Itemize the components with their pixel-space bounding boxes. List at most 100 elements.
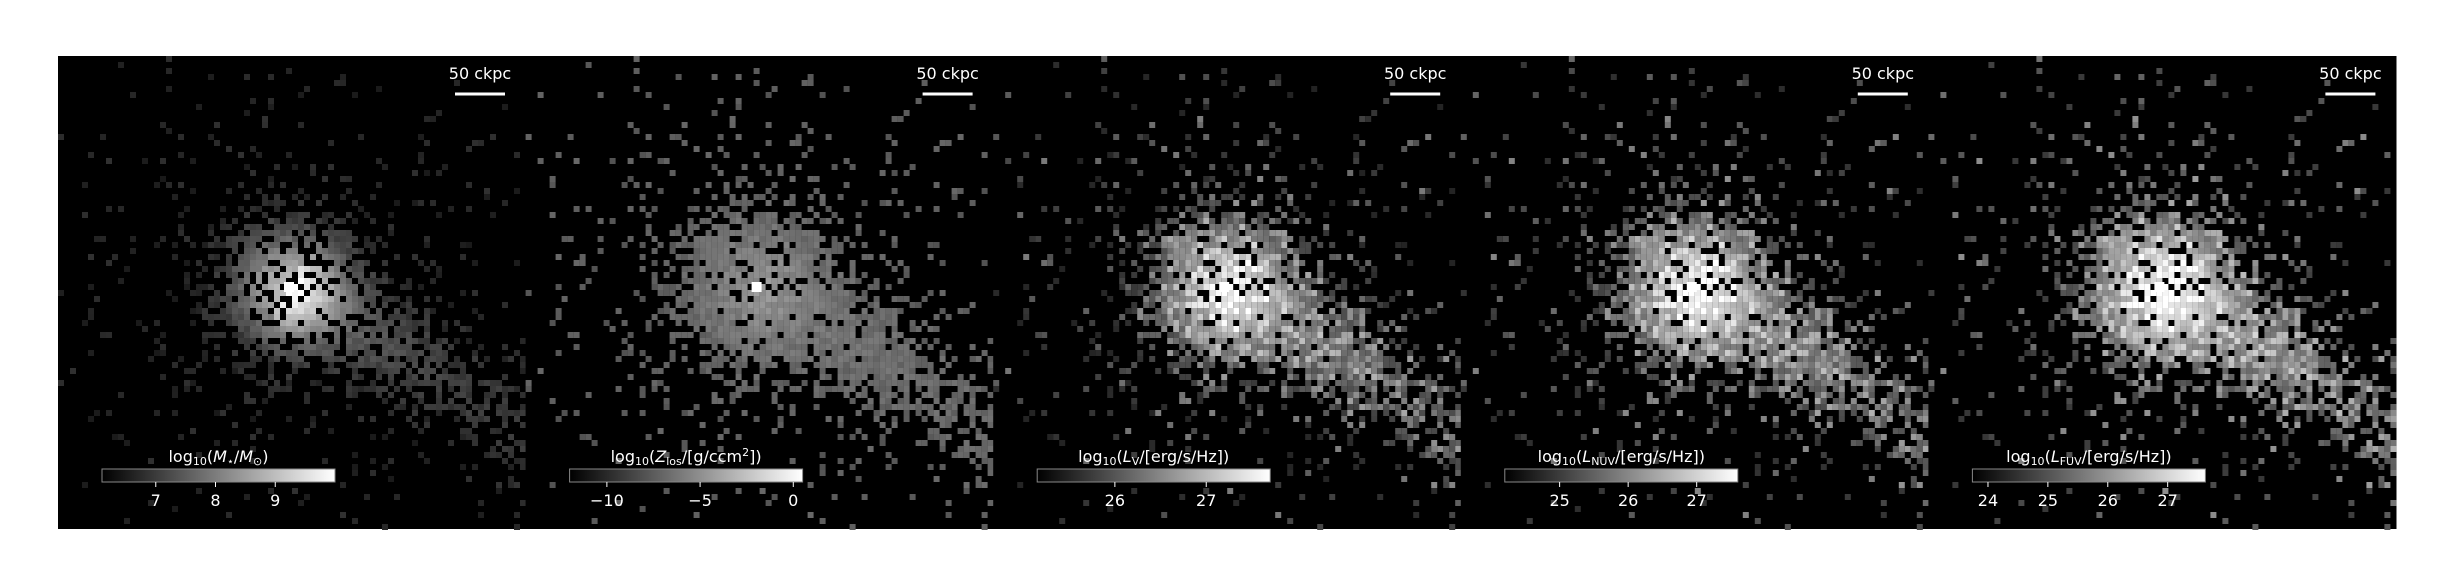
map-pixel bbox=[1239, 194, 1246, 200]
map-pixel bbox=[1245, 164, 1252, 170]
map-pixel bbox=[1311, 302, 1318, 308]
map-pixel bbox=[1191, 302, 1198, 308]
map-pixel bbox=[879, 374, 886, 380]
map-pixel bbox=[1694, 272, 1701, 278]
map-pixel bbox=[1311, 368, 1318, 374]
map-pixel bbox=[442, 350, 448, 356]
map-pixel bbox=[717, 248, 724, 254]
map-pixel bbox=[1305, 332, 1312, 338]
map-pixel bbox=[460, 374, 466, 380]
map-pixel bbox=[316, 242, 322, 248]
map-pixel bbox=[849, 338, 856, 344]
map-pixel bbox=[220, 332, 226, 338]
map-pixel bbox=[1604, 134, 1611, 140]
map-pixel bbox=[1209, 230, 1216, 236]
map-pixel bbox=[825, 374, 832, 380]
map-pixel bbox=[1329, 290, 1336, 296]
map-pixel bbox=[310, 164, 316, 170]
map-pixel bbox=[1245, 386, 1252, 392]
map-pixel bbox=[286, 350, 292, 356]
map-pixel bbox=[747, 386, 754, 392]
map-pixel bbox=[358, 266, 364, 272]
map-pixel bbox=[891, 356, 898, 362]
map-pixel bbox=[705, 254, 712, 260]
map-pixel bbox=[1233, 218, 1240, 224]
map-pixel bbox=[837, 470, 844, 476]
map-pixel bbox=[891, 140, 898, 146]
map-pixel bbox=[1820, 386, 1827, 392]
map-pixel bbox=[1347, 254, 1354, 260]
map-pixel bbox=[268, 302, 274, 308]
map-pixel bbox=[436, 362, 442, 368]
map-pixel bbox=[741, 362, 748, 368]
map-pixel bbox=[214, 254, 220, 260]
map-pixel bbox=[1017, 320, 1024, 326]
map-pixel bbox=[645, 92, 652, 98]
map-pixel bbox=[172, 296, 178, 302]
map-pixel bbox=[376, 236, 382, 242]
map-pixel bbox=[154, 338, 160, 344]
map-pixel bbox=[1910, 434, 1917, 440]
map-pixel bbox=[1455, 422, 1462, 428]
map-pixel bbox=[837, 362, 844, 368]
map-pixel bbox=[1293, 266, 1300, 272]
map-pixel bbox=[1431, 482, 1438, 488]
map-pixel bbox=[412, 338, 418, 344]
map-pixel bbox=[1443, 428, 1450, 434]
map-pixel bbox=[1263, 260, 1270, 266]
map-pixel bbox=[280, 320, 286, 326]
map-pixel bbox=[1670, 176, 1677, 182]
map-pixel bbox=[1155, 368, 1162, 374]
map-pixel bbox=[1520, 434, 1527, 440]
map-pixel bbox=[777, 380, 784, 386]
map-pixel bbox=[1856, 362, 1863, 368]
map-pixel bbox=[849, 302, 856, 308]
map-pixel bbox=[466, 146, 472, 152]
map-pixel bbox=[1892, 374, 1899, 380]
map-pixel bbox=[484, 194, 490, 200]
map-pixel bbox=[1389, 338, 1396, 344]
map-pixel bbox=[1173, 254, 1180, 260]
map-pixel bbox=[909, 356, 916, 362]
map-pixel bbox=[861, 350, 868, 356]
map-pixel bbox=[1263, 134, 1270, 140]
map-pixel bbox=[1287, 374, 1294, 380]
map-pixel bbox=[238, 206, 244, 212]
map-pixel bbox=[1622, 218, 1629, 224]
map-pixel bbox=[358, 302, 364, 308]
map-pixel bbox=[1790, 410, 1797, 416]
map-pixel bbox=[1916, 260, 1923, 266]
map-pixel bbox=[819, 350, 826, 356]
map-pixel bbox=[849, 368, 856, 374]
map-pixel bbox=[705, 284, 712, 290]
map-pixel bbox=[1137, 350, 1144, 356]
map-pixel bbox=[573, 344, 580, 350]
map-pixel bbox=[795, 236, 802, 242]
map-pixel bbox=[1275, 242, 1282, 248]
map-pixel bbox=[1766, 296, 1773, 302]
map-pixel bbox=[1245, 278, 1252, 284]
map-pixel bbox=[1239, 212, 1246, 218]
map-pixel bbox=[837, 296, 844, 302]
map-pixel bbox=[106, 260, 112, 266]
map-pixel bbox=[1059, 266, 1066, 272]
map-pixel bbox=[214, 272, 220, 278]
map-pixel bbox=[1766, 302, 1773, 308]
map-pixel bbox=[1556, 182, 1563, 188]
map-pixel bbox=[939, 140, 946, 146]
map-pixel bbox=[1766, 236, 1773, 242]
map-pixel bbox=[807, 260, 814, 266]
map-pixel bbox=[669, 314, 676, 320]
map-pixel bbox=[1251, 284, 1258, 290]
map-pixel bbox=[1173, 320, 1180, 326]
map-pixel bbox=[957, 428, 964, 434]
map-pixel bbox=[927, 344, 934, 350]
map-pixel bbox=[651, 236, 658, 242]
map-pixel bbox=[1646, 392, 1653, 398]
map-pixel bbox=[1119, 248, 1126, 254]
map-pixel bbox=[669, 332, 676, 338]
map-pixel bbox=[1155, 296, 1162, 302]
map-pixel bbox=[1101, 86, 1108, 92]
map-pixel bbox=[789, 302, 796, 308]
map-pixel bbox=[915, 362, 922, 368]
